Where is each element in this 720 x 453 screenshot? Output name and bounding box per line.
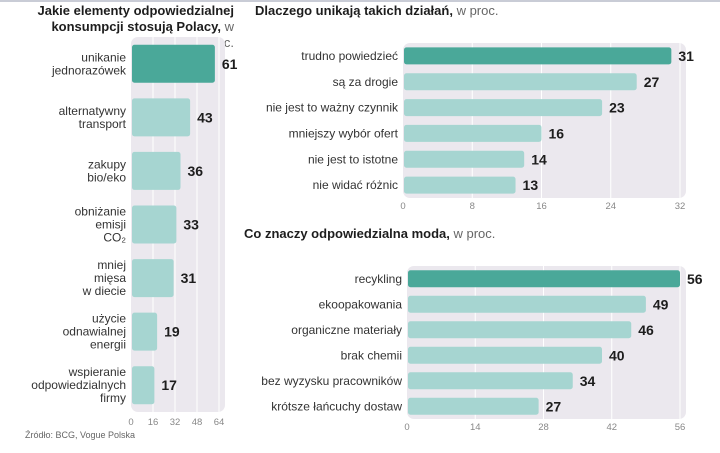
bottom-right-category-label: krótsze łańcuchy dostaw [271,399,402,413]
top-right-category-label: mniejszy wybór ofert [289,126,399,140]
top-right-x-tick-label: 0 [400,201,405,212]
top-right-category-label: nie jest to istotne [308,152,398,166]
top-right-x-tick-label: 32 [675,201,686,212]
top-right-bar [404,99,603,117]
top-right-value-label: 13 [523,177,539,193]
left-category-label: mniej mięsa w diecie [82,258,127,298]
left-value-label: 33 [183,217,199,233]
bottom-right-category-label: brak chemii [341,348,402,362]
top-right-x-tick-label: 8 [470,201,475,212]
left-value-label: 31 [181,270,197,286]
bottom-right-title-unit: w proc. [453,226,496,241]
bottom-right-value-label: 49 [653,296,669,312]
bottom-right-x-tick-label: 42 [606,422,617,433]
top-right-title-bold: Dlaczego unikają takich działań, [255,3,453,18]
bottom-right-value-label: 46 [638,322,654,338]
left-bar [132,205,177,244]
top-right-bar [404,73,637,91]
top-right-value-label: 31 [678,48,694,64]
top-right-chart-title: Dlaczego unikają takich działań, w proc. [255,3,498,19]
left-category-label: alternatywny transport [59,104,127,131]
bottom-right-category-label: ekoopakowania [319,297,403,311]
top-right-bar [404,176,516,194]
top-right-category-label: są za drogie [333,75,399,89]
bottom-right-bar [408,270,680,288]
bottom-right-category-label: recykling [355,272,402,286]
bottom-right-x-tick-label: 56 [675,422,686,433]
bottom-right-value-label: 56 [687,271,703,287]
top-right-value-label: 23 [609,100,625,116]
left-category-label: unikanie jednorazówek [51,50,127,77]
left-bar [132,312,158,351]
left-value-label: 36 [188,163,204,179]
left-x-tick-label: 0 [128,417,133,428]
top-right-x-tick-label: 16 [536,201,547,212]
bottom-right-chart-title: Co znaczy odpowiedzialna moda, w proc. [244,226,495,242]
left-x-tick-label: 32 [170,417,181,428]
bottom-right-value-label: 34 [580,373,596,389]
bottom-right-bar [408,397,539,415]
top-right-category-label: nie jest to ważny czynnik [266,101,399,115]
top-right-value-label: 27 [644,74,660,90]
left-value-label: 17 [161,377,177,393]
bottom-right-x-tick-label: 0 [404,422,409,433]
top-right-value-label: 16 [549,125,565,141]
top-right-category-label: nie widać różnic [313,178,398,192]
left-bar [132,44,215,83]
bottom-right-category-label: bez wyzysku pracowników [261,374,402,388]
top-right-plot-panel [403,43,686,198]
left-bar [132,366,155,405]
left-value-label: 43 [197,109,213,125]
top-right-bar [404,124,542,142]
left-bar [132,151,181,190]
top-right-title-unit: w proc. [456,3,499,18]
left-category-label: wspieranie odpowiedzialnych firmy [31,365,126,405]
left-bar [132,98,191,137]
left-title-line2: konsumpcji stosują Polacy, [51,19,221,34]
left-value-label: 19 [164,324,180,340]
top-right-category-label: trudno powiedzieć [301,49,398,63]
left-title-line1: Jakie elementy odpowiedzialnej [37,3,234,18]
top-right-x-tick-label: 24 [605,201,616,212]
bottom-right-bar [408,346,602,364]
left-value-label: 61 [222,56,238,72]
top-right-bar [404,47,672,65]
bottom-right-bar [408,321,632,339]
left-category-label: użycie odnawialnej energii [63,312,127,352]
top-right-bar [404,150,525,168]
left-category-label: obniżanie emisji CO₂ [75,205,127,245]
left-bar [132,259,174,298]
bottom-right-value-label: 27 [546,398,562,414]
left-x-tick-label: 48 [192,417,203,428]
top-rule [0,0,720,2]
bottom-right-title-bold: Co znaczy odpowiedzialna moda, [244,226,450,241]
bottom-right-x-tick-label: 14 [470,422,481,433]
left-category-label: zakupy bio/eko [87,157,126,184]
bottom-right-value-label: 40 [609,347,625,363]
bottom-right-bar [408,372,573,390]
top-right-value-label: 14 [531,151,547,167]
bottom-right-bar [408,295,646,313]
left-x-tick-label: 16 [148,417,159,428]
bottom-right-x-tick-label: 28 [538,422,549,433]
left-x-tick-label: 64 [214,417,225,428]
bottom-right-plot-panel [407,266,686,419]
bottom-right-category-label: organiczne materiały [291,323,402,337]
source-note: Źródło: BCG, Vogue Polska [25,430,136,440]
